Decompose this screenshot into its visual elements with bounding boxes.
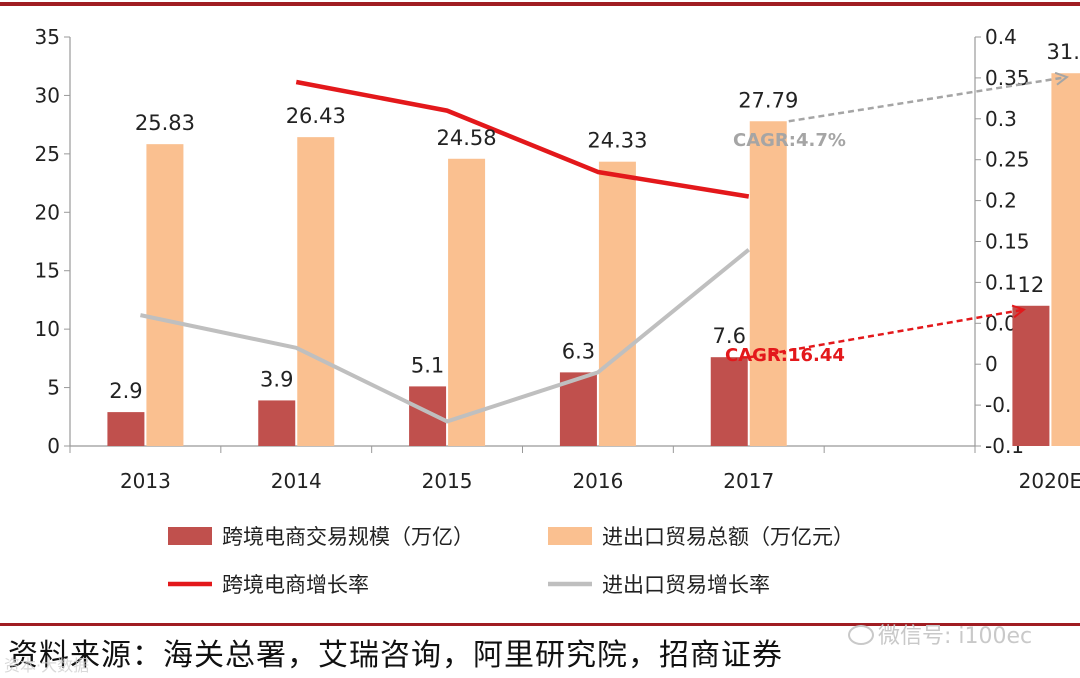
ecommerce-bar-label: 12 <box>1018 273 1045 297</box>
ecommerce-bar <box>1012 305 1050 446</box>
right-tick-label: 0.2 <box>985 189 1017 213</box>
data-labels: 2.9 3.9 5.1 6.3 7.6 12 25.83 26.43 24.58 24.33 27.… <box>109 40 1080 403</box>
cagr-ecommerce-label: CAGR:16.44 <box>725 345 845 366</box>
left-tick-label: 15 <box>35 259 60 283</box>
left-tick-label: 0 <box>47 434 60 458</box>
ecommerce-bar <box>107 412 145 446</box>
top-rule <box>0 2 1080 6</box>
trade-bar-label: 25.83 <box>135 111 195 135</box>
left-tick-label: 10 <box>35 317 60 341</box>
left-tick-label: 25 <box>35 142 60 166</box>
ecommerce-bar <box>258 400 296 446</box>
chart-legend: 跨境电商交易规模（万亿） 进出口贸易总额（万亿元） 跨境电商增长率 进出口贸易增长率 <box>168 525 854 597</box>
left-tick-label: 20 <box>35 200 60 224</box>
trade-bar-label: 26.43 <box>286 104 346 128</box>
ecommerce-bar-label: 7.6 <box>713 324 746 348</box>
left-tick-label: 30 <box>35 83 60 107</box>
wechat-watermark: 微信号: i100ec <box>848 618 1032 650</box>
trade-bar <box>598 161 636 446</box>
legend-label-trade: 进出口贸易总额（万亿元） <box>602 525 854 549</box>
corner-watermark: 资本·大数据 <box>4 656 90 675</box>
ecommerce-bar-label: 3.9 <box>260 367 293 391</box>
legend-swatch-trade <box>548 527 592 545</box>
source-note: 资料来源：海关总署，艾瑞咨询，阿里研究院，招商证券 <box>8 638 783 673</box>
ecommerce-bar-label: 2.9 <box>109 379 142 403</box>
legend-label-ecommerce: 跨境电商交易规模（万亿） <box>222 525 474 549</box>
x-tick-label: 2015 <box>422 469 473 493</box>
left-tick-label: 5 <box>47 376 60 400</box>
ecommerce-bar <box>710 357 748 446</box>
trade-bar <box>749 121 787 446</box>
trade-bar-label: 24.33 <box>587 129 647 153</box>
right-tick-label: 0.1 <box>985 270 1017 294</box>
ecommerce-bar-label: 5.1 <box>411 353 444 377</box>
trade-growth-line <box>140 248 751 424</box>
cagr-trade-arrow <box>788 77 1066 123</box>
wechat-icon <box>848 625 874 645</box>
x-tick-label: 2020E <box>1019 469 1080 493</box>
ecommerce-bar-label: 6.3 <box>562 339 595 363</box>
x-tick-label: 2014 <box>271 469 322 493</box>
cagr-trade-label: CAGR:4.7% <box>733 130 846 151</box>
line-series <box>140 79 751 424</box>
trade-bar-label: 27.79 <box>738 88 798 112</box>
combo-chart: 05101520253035-0.1-0.0500.050.10.150.20.… <box>35 25 1080 597</box>
right-tick-label: 0 <box>985 352 998 376</box>
right-tick-label: 0.3 <box>985 107 1017 131</box>
legend-swatch-ecommerce <box>168 527 212 545</box>
x-tick-label: 2017 <box>723 469 774 493</box>
ecommerce-growth-line <box>295 79 750 199</box>
bottom-rule <box>0 623 1080 626</box>
trade-bar-label: 31.9 <box>1047 40 1080 64</box>
trade-bar <box>297 137 335 446</box>
x-tick-label: 2013 <box>120 469 171 493</box>
right-tick-label: 0.25 <box>985 148 1030 172</box>
trade-bar <box>146 144 184 446</box>
right-tick-label: 0.4 <box>985 25 1017 49</box>
watermark-text: 微信号: i100ec <box>878 624 1033 649</box>
trade-bar <box>448 158 486 446</box>
chart-axes: 05101520253035-0.1-0.0500.050.10.150.20.… <box>35 25 1080 493</box>
trade-bar <box>1051 73 1080 447</box>
left-tick-label: 35 <box>35 25 60 49</box>
x-tick-label: 2016 <box>572 469 623 493</box>
legend-label-trade-growth: 进出口贸易增长率 <box>602 573 770 597</box>
cagr-annotations: CAGR:16.44 CAGR:4.7% <box>725 77 1066 366</box>
cagr-ecommerce-arrow <box>749 310 1023 359</box>
legend-label-ecommerce-growth: 跨境电商增长率 <box>222 573 369 597</box>
right-tick-label: 0.15 <box>985 230 1030 254</box>
trade-bar-label: 24.58 <box>437 126 497 150</box>
